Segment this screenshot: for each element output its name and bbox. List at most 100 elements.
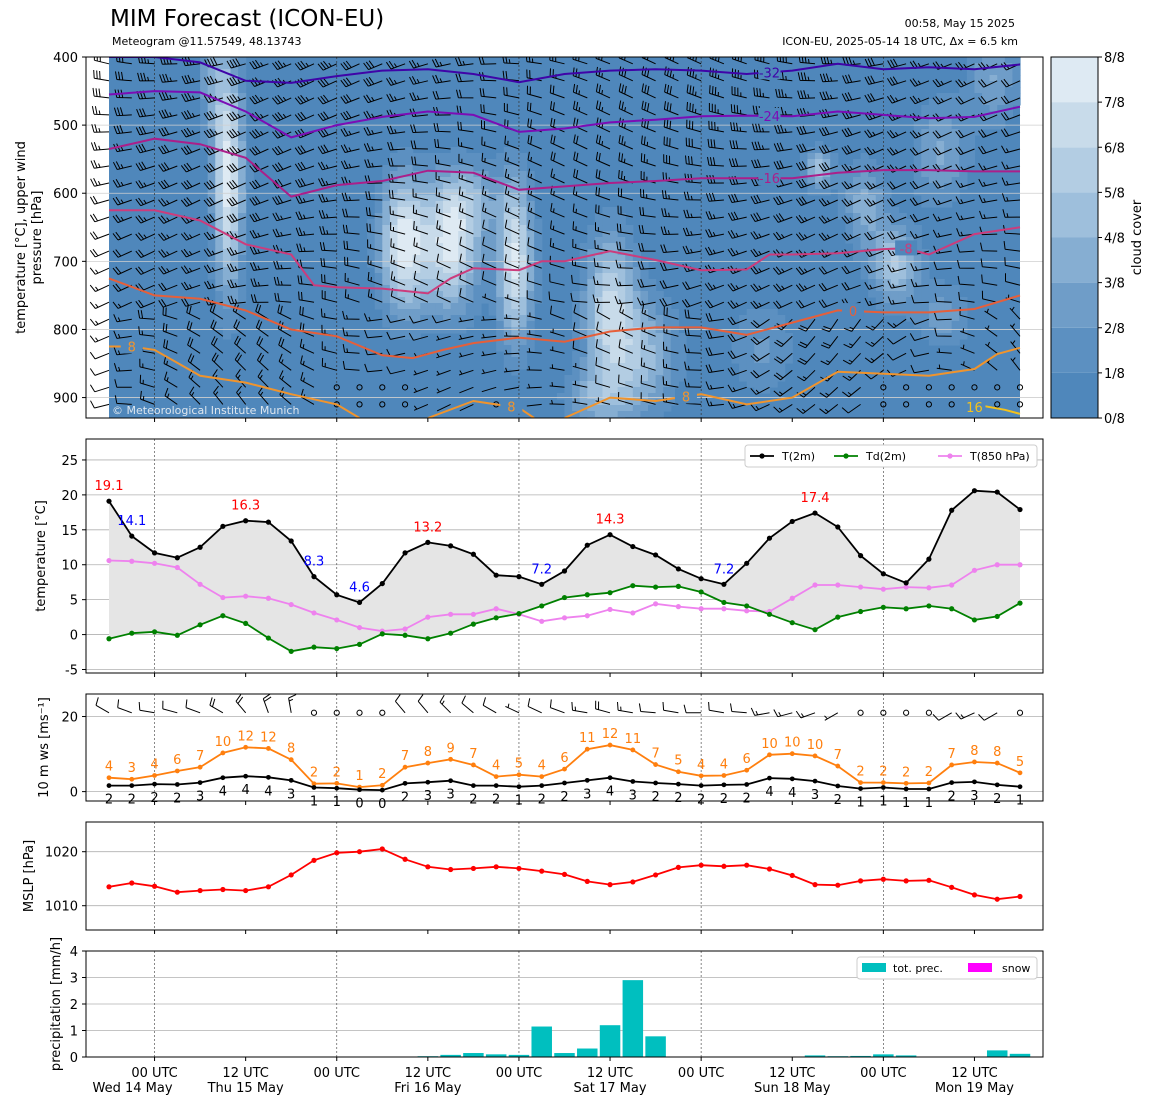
- cloud-cell: [852, 177, 862, 184]
- cloud-cell: [412, 303, 421, 310]
- precip-legend-box: [856, 956, 1038, 980]
- isotherm-label-bg: [758, 170, 781, 186]
- cloud-cell: [405, 183, 414, 190]
- upper-wind-barb: [978, 95, 998, 105]
- cloud-cell: [450, 165, 459, 172]
- temp-point: [174, 632, 180, 638]
- cloud-cell: [503, 201, 512, 208]
- upper-wind-barb: [750, 386, 770, 395]
- cloud-cell: [663, 387, 672, 394]
- cloud-cell: [670, 345, 679, 352]
- wind-ylabel: 10 m ws [ms⁻¹]: [37, 697, 52, 798]
- upper-wind-barb: [413, 369, 429, 376]
- upper-wind-barb: [158, 299, 178, 308]
- cloud-cell: [230, 189, 239, 196]
- upper-wind-barb: [159, 73, 178, 83]
- cloud-cell: [503, 189, 512, 196]
- cloud-cell: [959, 309, 968, 316]
- cloud-cell: [534, 225, 543, 232]
- surface-wind-barb-calm: [857, 709, 864, 716]
- cloud-cell: [427, 153, 437, 160]
- wind-point: [903, 780, 909, 786]
- upper-wind-barb: [503, 314, 520, 320]
- colorbar-segment: [1051, 282, 1098, 328]
- cloud-cell: [526, 249, 535, 256]
- cloud-cell: [610, 387, 619, 394]
- upper-wind-barb: [317, 60, 338, 71]
- cloud-cell: [648, 387, 657, 394]
- cloud-cell: [215, 321, 224, 328]
- cloud-cell: [648, 393, 657, 400]
- cloud-cell: [640, 303, 649, 310]
- cloud-cell: [906, 255, 915, 262]
- cloud-cell: [526, 231, 535, 238]
- cloud-cell: [852, 213, 862, 220]
- cloud-cell: [966, 141, 976, 148]
- upper-wind-barb: [435, 187, 451, 201]
- upper-wind-barb: [181, 281, 201, 291]
- upper-wind-barb: [663, 118, 679, 133]
- upper-wind-barb: [164, 387, 178, 405]
- cloud-cell: [222, 75, 232, 82]
- cloud-cell: [207, 123, 216, 130]
- cloud-cell: [1004, 75, 1014, 82]
- cloud-cell: [928, 189, 938, 196]
- surface-wind-barb: [795, 710, 816, 719]
- cloud-cell: [655, 381, 664, 388]
- cloud-cell: [966, 123, 976, 130]
- cloud-cell: [450, 321, 459, 328]
- cloud-cell: [951, 171, 960, 178]
- temp-point: [379, 631, 385, 637]
- cloud-cell: [731, 333, 740, 340]
- cloud-cell: [200, 135, 209, 142]
- cloud-cell: [230, 117, 239, 124]
- cloud-cell: [989, 69, 998, 76]
- cloud-cell: [458, 231, 467, 238]
- mean-wind-value-label: 2: [834, 793, 842, 808]
- upper-wind-barb: [135, 126, 155, 136]
- upper-wind-barb: [367, 271, 383, 286]
- cloud-cell: [518, 303, 528, 310]
- cloud-cell: [397, 255, 406, 262]
- cloud-cell: [579, 297, 588, 304]
- temp-point: [220, 613, 226, 619]
- mslp-tick-label: 1020: [45, 846, 78, 861]
- cloud-cell: [473, 249, 482, 256]
- upper-wind-barb: [957, 275, 975, 286]
- cloud-cell: [898, 231, 907, 238]
- upper-wind-barb: [186, 304, 201, 320]
- cloud-cell: [443, 171, 452, 178]
- cloud-cell: [936, 165, 945, 172]
- upper-wind-barb: [795, 283, 816, 292]
- upper-wind-barb: [527, 202, 542, 218]
- cloud-cell: [435, 195, 444, 202]
- gust-value-label: 2: [902, 765, 910, 780]
- cloud-cell: [921, 165, 930, 172]
- cloud-cell: [678, 369, 687, 376]
- upper-wind-barb: [158, 179, 178, 190]
- cloud-cell: [913, 225, 922, 232]
- cloud-cell: [458, 255, 467, 262]
- cloud-cell: [374, 225, 383, 232]
- cloud-cell: [913, 177, 922, 184]
- cloud-cell: [526, 333, 535, 340]
- cloud-cell: [936, 123, 945, 130]
- upper-wind-barb: [618, 356, 633, 371]
- cloud-cell: [997, 69, 1006, 76]
- cloud-cell: [640, 315, 649, 322]
- cloud-cell: [989, 99, 998, 106]
- cloud-cell: [427, 273, 437, 280]
- cloud-cell: [511, 273, 520, 280]
- cloud-cell: [215, 111, 224, 118]
- upper-wind-barb: [158, 198, 178, 207]
- cloud-cell: [230, 231, 239, 238]
- cloud-cell: [875, 189, 884, 196]
- wind-point: [675, 769, 681, 775]
- surface-wind-barb: [708, 701, 724, 714]
- cloud-cell: [921, 255, 930, 262]
- cloud-cell: [238, 231, 247, 238]
- cloud-cell: [769, 375, 778, 382]
- cloud-cell: [238, 243, 247, 250]
- cloud-cell: [754, 333, 763, 340]
- gust-value-label: 12: [260, 730, 277, 745]
